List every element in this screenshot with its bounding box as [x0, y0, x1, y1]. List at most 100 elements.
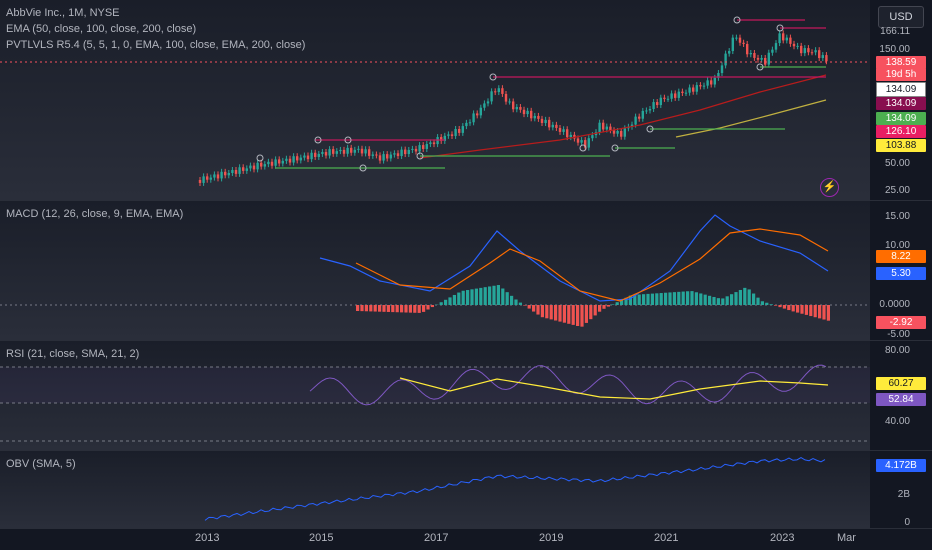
histogram-bar [738, 289, 742, 305]
candle [375, 154, 378, 156]
histogram-bar [747, 289, 751, 305]
ema-200-line [675, 99, 827, 138]
pane-background [0, 341, 870, 450]
candle [558, 127, 562, 132]
pivot-marker [489, 73, 497, 81]
candle [378, 155, 382, 161]
candle [699, 85, 702, 87]
histogram-bar [822, 305, 826, 320]
ema-legend[interactable]: EMA (50, close, 100, close, 200, close) [6, 23, 197, 35]
histogram-bar [760, 301, 764, 305]
candle [306, 155, 310, 160]
histogram-bar [650, 293, 654, 305]
price-pane[interactable]: AbbVie Inc., 1M, NYSE EMA (50, close, 10… [0, 0, 932, 200]
candle [213, 174, 216, 178]
pivot-marker [756, 63, 764, 71]
candle [623, 128, 626, 137]
price-chart[interactable] [0, 0, 870, 200]
pane-separator[interactable] [0, 450, 932, 451]
candle [335, 151, 338, 154]
candle [710, 80, 713, 85]
histogram-bar [681, 291, 685, 305]
macd-tick: 0.0000 [879, 299, 910, 310]
candle [364, 149, 367, 154]
histogram-bar [386, 305, 390, 312]
histogram-bar [611, 304, 615, 305]
candle [310, 152, 313, 160]
histogram-bar [576, 305, 580, 326]
candle [227, 172, 230, 176]
rsi-pane[interactable]: RSI (21, close, SMA, 21, 2) [0, 341, 932, 450]
histogram-bar [439, 302, 443, 305]
candle [278, 159, 281, 164]
histogram-bar [655, 293, 659, 305]
rsi-ma-line [399, 377, 829, 400]
histogram-bar [765, 302, 769, 305]
candle [270, 161, 274, 166]
candle [609, 126, 612, 131]
candle [450, 134, 454, 136]
histogram-bar [778, 305, 782, 308]
candle [396, 153, 400, 157]
histogram-bar [628, 295, 632, 305]
rsi-ma-tag: 60.27 [876, 377, 926, 390]
rsi-legend[interactable]: RSI (21, close, SMA, 21, 2) [6, 348, 140, 360]
candle [443, 135, 446, 141]
histogram-bar [527, 305, 531, 309]
candle [490, 91, 493, 102]
pivot-marker [611, 144, 619, 152]
time-tick: 2021 [654, 532, 679, 544]
macd-pane[interactable]: MACD (12, 26, close, 9, EMA, EMA) [0, 201, 932, 340]
histogram-bar [540, 305, 544, 318]
candle [584, 140, 587, 148]
time-axis-separator [0, 528, 932, 529]
rsi-band [0, 367, 870, 403]
candle [544, 119, 547, 124]
obv-legend[interactable]: OBV (SMA, 5) [6, 458, 76, 470]
histogram-bar [536, 305, 540, 315]
candle [717, 73, 720, 78]
candle [692, 87, 695, 92]
histogram-bar [457, 292, 461, 305]
rsi-tag: 52.84 [876, 393, 926, 406]
pane-separator[interactable] [0, 340, 932, 341]
ema-100-line [419, 74, 827, 159]
candle [425, 144, 428, 149]
price-scale[interactable]: 166.11 150.00 50.00 25.00 138.59 19d 5h … [870, 0, 932, 528]
histogram-bar [360, 305, 364, 312]
candle [659, 97, 662, 106]
pivot-marker [646, 125, 654, 133]
candle [522, 109, 526, 115]
obv-pane[interactable]: OBV (SMA, 5) [0, 451, 932, 528]
lightning-icon[interactable]: ⚡ [820, 178, 839, 197]
histogram-bar [523, 305, 527, 306]
histogram-bar [532, 305, 536, 312]
candle [252, 165, 256, 170]
candle [479, 107, 482, 116]
pvtlvls-legend[interactable]: PVTLVLS R5.4 (5, 5, 1, 0, EMA, 100, clos… [6, 39, 306, 51]
signal-tag: 8.22 [876, 250, 926, 263]
currency-button[interactable]: USD [878, 6, 924, 28]
candle [411, 148, 414, 150]
signal-line [355, 228, 829, 302]
candle [800, 45, 803, 54]
candle [242, 167, 245, 171]
candle [677, 91, 680, 98]
candle [803, 48, 806, 54]
candle [782, 33, 785, 41]
pivot-marker [344, 136, 352, 144]
histogram-bar [686, 291, 690, 305]
price-tick: 25.00 [884, 185, 910, 196]
histogram-bar [466, 290, 470, 305]
macd-tag: 5.30 [876, 267, 926, 280]
macd-legend[interactable]: MACD (12, 26, close, 9, EMA, EMA) [6, 208, 184, 220]
symbol-legend[interactable]: AbbVie Inc., 1M, NYSE [6, 7, 120, 19]
histogram-bar [492, 285, 496, 305]
pane-separator[interactable] [0, 200, 932, 201]
histogram-bar [818, 305, 822, 319]
histogram-bar [725, 296, 729, 305]
histogram-bar [672, 292, 676, 305]
histogram-bar [364, 305, 368, 312]
histogram-bar [510, 295, 514, 305]
candle [681, 91, 684, 94]
